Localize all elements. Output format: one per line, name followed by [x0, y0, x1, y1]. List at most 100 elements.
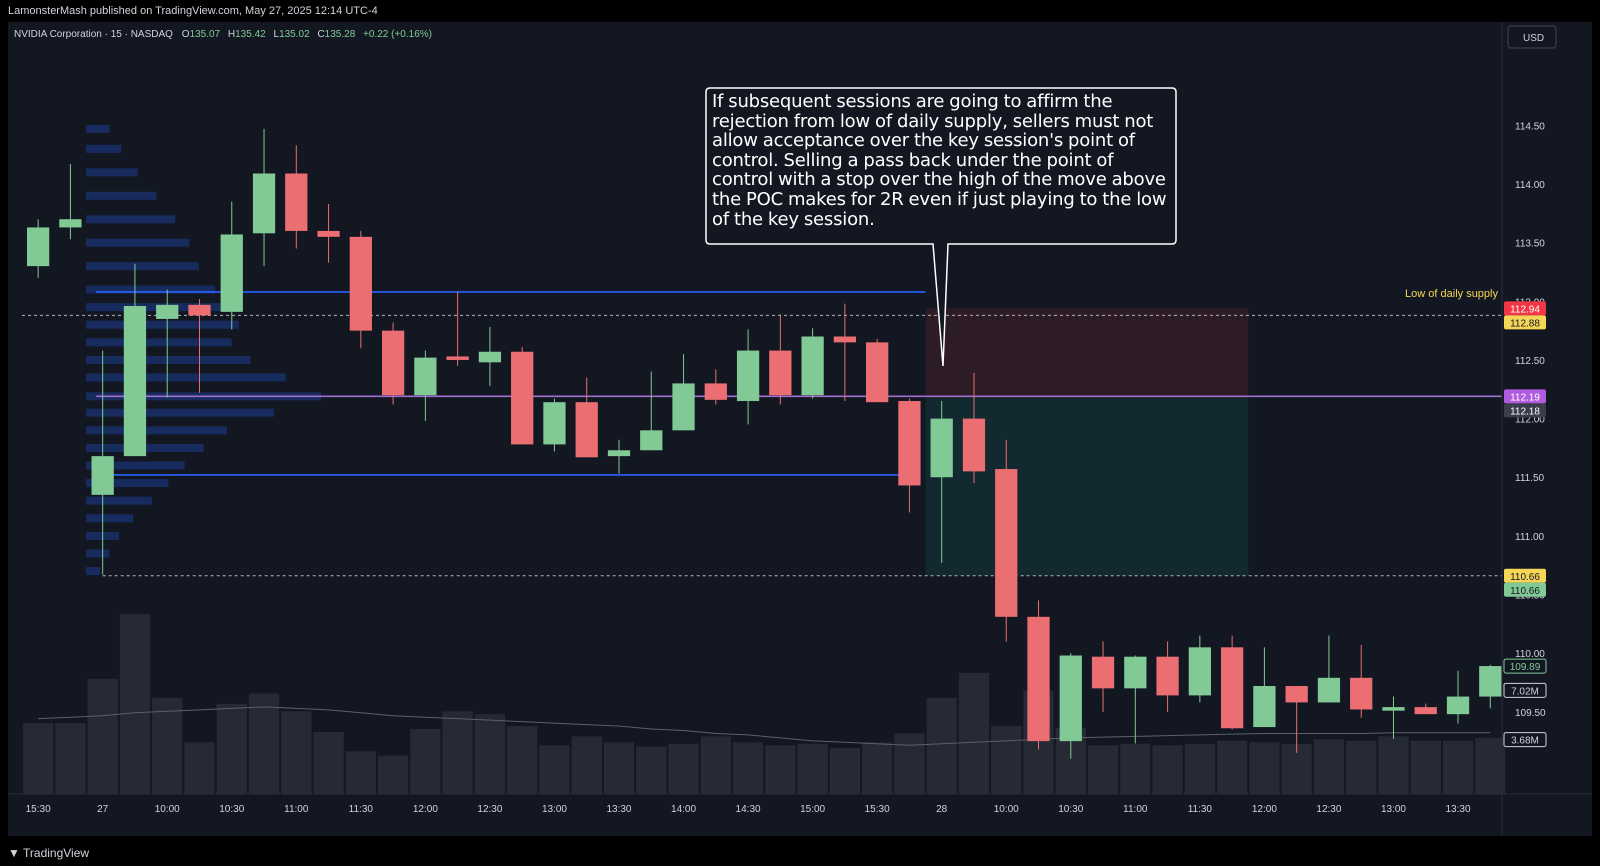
chart-area[interactable]: NVIDIA Corporation · 15 · NASDAQ O135.07…	[8, 22, 1592, 836]
volume-profile-row	[86, 461, 185, 470]
volume-bar	[1184, 743, 1215, 794]
price-label-tag	[1504, 315, 1546, 330]
volume-bar	[1410, 740, 1441, 794]
volume-bar	[184, 742, 215, 794]
volume-profile-row	[86, 144, 122, 153]
time-tick-label: 14:00	[671, 804, 696, 815]
candle-body	[317, 230, 340, 237]
volume-bar	[1313, 739, 1345, 794]
open-value: 135.07	[190, 29, 221, 40]
candle-body	[930, 418, 953, 478]
volume-profile-row	[86, 549, 110, 558]
volume-profile-row	[86, 262, 199, 271]
volume-bar	[410, 729, 441, 794]
price-label-tag	[1504, 568, 1546, 583]
candle-body	[1220, 647, 1244, 729]
volume-bar	[152, 698, 183, 794]
volume-profile-row	[86, 373, 286, 382]
candle-body	[1317, 677, 1341, 703]
time-tick-label: 11:30	[349, 804, 374, 815]
volume-bar	[1346, 740, 1377, 794]
time-tick-label: 10:30	[1058, 804, 1083, 815]
supply-label: Low of daily supply	[1405, 288, 1498, 300]
volume-bar	[55, 723, 86, 794]
symbol-title: NVIDIA Corporation · 15 · NASDAQ	[14, 29, 173, 40]
volume-profile-row	[86, 514, 133, 523]
stop-zone	[925, 308, 1249, 398]
price-tick-label: 114.00	[1515, 180, 1545, 191]
time-axis[interactable]: 15:30 27 10:00 10:30 11:00 11:30 12:00 12:30 13:…	[26, 804, 1471, 815]
volume-bar	[668, 743, 699, 794]
candle-body	[1253, 686, 1276, 728]
volume-bar	[442, 711, 473, 794]
volume-bars	[23, 613, 1506, 794]
candle-body	[704, 383, 727, 400]
brand-name: TradingView	[23, 846, 90, 860]
volume-profile-row	[86, 191, 157, 200]
time-tick-label: 15:30	[26, 804, 51, 815]
volume-bar	[894, 733, 925, 794]
close-label: C	[317, 29, 324, 40]
volume-profile-row	[86, 285, 216, 294]
price-axis[interactable]: 114.50114.00113.50113.00112.50112.00111.…	[1515, 121, 1546, 718]
candlestick-chart[interactable]: NVIDIA Corporation · 15 · NASDAQ O135.07…	[8, 22, 1592, 836]
candle-body	[511, 351, 534, 445]
price-label-tag	[1504, 582, 1546, 597]
candle-body	[769, 350, 792, 396]
candles	[27, 128, 1502, 759]
volume-labels: 7.02M 3.68M	[1503, 682, 1547, 748]
price-label-text: 109.89	[1510, 662, 1541, 673]
time-tick-label: 28	[936, 804, 948, 815]
candle-body	[478, 351, 502, 363]
volume-bar	[345, 751, 376, 794]
price-tick-label: 109.50	[1515, 708, 1546, 719]
volume-bar	[1087, 745, 1119, 794]
volume-bar	[248, 693, 280, 794]
candle-body	[543, 402, 566, 445]
currency-label: USD	[1523, 33, 1544, 44]
price-tick-label: 112.50	[1515, 356, 1545, 367]
volume-profile-row	[86, 426, 227, 435]
price-label-text: 112.88	[1510, 318, 1540, 329]
currency-button[interactable]	[1507, 25, 1557, 49]
candle-body	[349, 236, 372, 331]
volume-bar	[926, 698, 957, 794]
volume-bar	[1152, 745, 1183, 794]
time-tick-label: 13:30	[1445, 804, 1470, 815]
price-tick-label: 114.50	[1515, 121, 1545, 132]
volume-bar	[1120, 743, 1151, 794]
callout-annotation[interactable]: If subsequent sessions are going to affi…	[705, 87, 1177, 367]
price-label-tag	[1503, 658, 1547, 674]
volume-bar	[1442, 740, 1474, 794]
change-value: +0.22 (+0.16%)	[363, 29, 432, 40]
volume-bar	[571, 736, 602, 794]
candle-body	[1188, 647, 1211, 696]
candle-body	[220, 234, 243, 312]
volume-profile-row	[86, 479, 169, 488]
candle-body	[381, 330, 405, 396]
candle-body	[1027, 616, 1050, 742]
volume-profile-row	[86, 408, 274, 417]
volume-label-text: 3.68M	[1511, 736, 1539, 747]
volume-bar	[1475, 737, 1506, 794]
volume-bar	[700, 736, 731, 794]
price-label-text: 112.18	[1510, 406, 1540, 417]
candle-body	[995, 469, 1018, 617]
candle-body	[736, 350, 760, 402]
candle-body	[866, 342, 889, 403]
volume-bar	[377, 755, 409, 794]
price-tick-label: 113.50	[1515, 239, 1545, 250]
callout-text: If subsequent sessions are going to affi…	[712, 92, 1167, 230]
high-label: H	[228, 29, 235, 40]
volume-bar	[862, 742, 893, 794]
volume-profile-row	[86, 320, 239, 329]
time-tick-label: 10:00	[994, 804, 1019, 815]
volume-label-tag	[1503, 732, 1547, 748]
volume-bar	[1378, 736, 1409, 794]
volume-bar	[765, 745, 796, 794]
volume-bar	[474, 714, 506, 794]
volume-profile-row	[86, 168, 138, 177]
horizontal-lines[interactable]	[22, 291, 1502, 577]
volume-label-text: 7.02M	[1511, 686, 1539, 697]
publish-info: LamonsterMash published on TradingView.c…	[8, 5, 378, 17]
